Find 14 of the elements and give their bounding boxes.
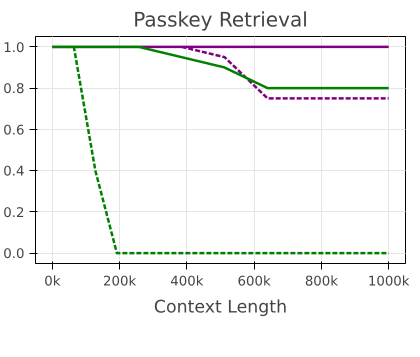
x-axis-title: Context Length <box>154 298 288 318</box>
y-tick-label: 0.4 <box>3 164 25 180</box>
x-tick-label: 400k <box>170 274 204 290</box>
x-tick-label: 600k <box>238 274 271 290</box>
y-tick-label: 0.6 <box>3 123 25 138</box>
y-tick-label: 0.2 <box>3 206 25 221</box>
y-tick-label: 0.8 <box>3 82 25 98</box>
x-tick-label: 1000k <box>368 274 410 290</box>
chart-title: Passkey Retrieval <box>133 8 308 32</box>
x-tick-label: 0k <box>44 274 61 290</box>
y-tick-label: 0.0 <box>3 247 25 262</box>
x-tick-label: 200k <box>103 274 136 290</box>
y-tick-label: 1.0 <box>3 40 25 56</box>
x-tick-label: 800k <box>304 274 338 290</box>
